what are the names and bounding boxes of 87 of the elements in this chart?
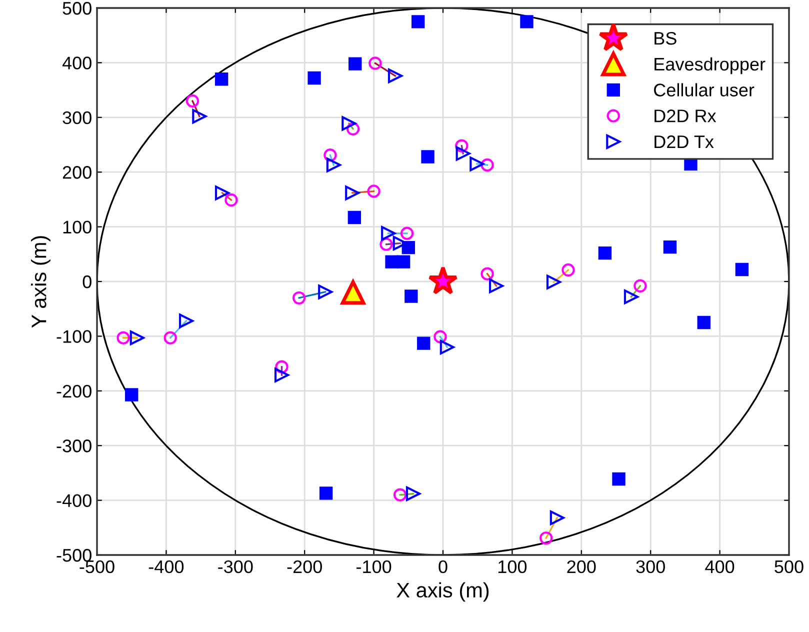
- y-tick-label: -200: [56, 384, 92, 398]
- x-tick-label: -200: [287, 560, 322, 574]
- x-tick-label: 300: [636, 560, 665, 574]
- point: [274, 368, 290, 382]
- point: [440, 340, 454, 354]
- point: [348, 210, 362, 224]
- point: [318, 284, 333, 300]
- point: [417, 336, 430, 350]
- legend-label: D2D Tx: [654, 135, 714, 148]
- point: [178, 314, 194, 328]
- point: [663, 240, 677, 254]
- x-tick-label: -400: [148, 560, 184, 574]
- point: [319, 486, 333, 500]
- y-tick-label: 400: [62, 56, 92, 70]
- point: [186, 94, 200, 108]
- point: [214, 186, 230, 200]
- x-tick-label: 100: [498, 560, 527, 574]
- x-tick-label: -100: [356, 560, 392, 574]
- point: [130, 330, 144, 346]
- x-tick-label: 0: [438, 560, 448, 574]
- point: [192, 109, 207, 124]
- point: [546, 274, 562, 290]
- point: [400, 226, 414, 240]
- point: [164, 331, 177, 344]
- point: [393, 488, 407, 502]
- point: [520, 15, 534, 28]
- point: [224, 193, 238, 207]
- y-tick-label: 200: [62, 166, 92, 179]
- point: [324, 148, 337, 162]
- y-tick-label: -400: [56, 494, 92, 508]
- point: [480, 267, 494, 280]
- legend-label: Cellular user: [654, 83, 754, 96]
- point: [456, 146, 470, 161]
- point: [396, 255, 410, 268]
- x-axis-title: X axis (m): [396, 582, 489, 602]
- point: [388, 68, 403, 84]
- point: [488, 278, 504, 294]
- point: [367, 184, 380, 198]
- point: [612, 472, 626, 486]
- point: [116, 331, 130, 344]
- point: [411, 15, 425, 28]
- point: [342, 116, 356, 131]
- point: [697, 316, 710, 330]
- point: [345, 186, 360, 200]
- point: [275, 360, 288, 374]
- y-tick-label: 100: [63, 220, 92, 234]
- point: [368, 56, 382, 70]
- point: [380, 238, 393, 251]
- point: [634, 279, 647, 292]
- x-tick-label: 500: [774, 560, 804, 574]
- point: [348, 57, 362, 70]
- point: [381, 226, 396, 241]
- legend-label: D2D Rx: [654, 110, 716, 122]
- point: [735, 262, 749, 276]
- point: [292, 291, 306, 305]
- x-tick-label: 400: [705, 560, 734, 574]
- point: [326, 158, 341, 172]
- point: [340, 280, 366, 305]
- point: [214, 72, 228, 86]
- y-tick-label: -300: [56, 440, 92, 452]
- x-tick-label: -300: [218, 560, 253, 574]
- point: [404, 290, 418, 303]
- y-tick-label: 300: [62, 111, 92, 124]
- y-axis-title: Y axis (m): [31, 236, 50, 328]
- point: [550, 510, 564, 526]
- y-tick-label: 500: [62, 2, 92, 15]
- point: [540, 531, 553, 545]
- point: [308, 71, 321, 85]
- point: [346, 122, 360, 136]
- legend-label: Eavesdropper: [654, 57, 766, 74]
- point: [480, 158, 494, 172]
- point: [125, 388, 138, 402]
- y-tick-label: -500: [56, 548, 92, 562]
- point: [624, 290, 639, 304]
- point: [434, 330, 447, 344]
- y-tick-label: -100: [56, 330, 92, 343]
- point: [470, 156, 484, 172]
- point: [455, 139, 468, 152]
- y-tick-label: 0: [82, 275, 92, 288]
- x-tick-label: -500: [80, 560, 114, 574]
- legend-label: BS: [654, 32, 676, 45]
- point: [421, 150, 434, 164]
- point: [406, 486, 421, 502]
- x-tick-label: 200: [567, 560, 596, 574]
- point: [385, 255, 398, 268]
- point: [598, 246, 612, 260]
- point: [562, 263, 575, 277]
